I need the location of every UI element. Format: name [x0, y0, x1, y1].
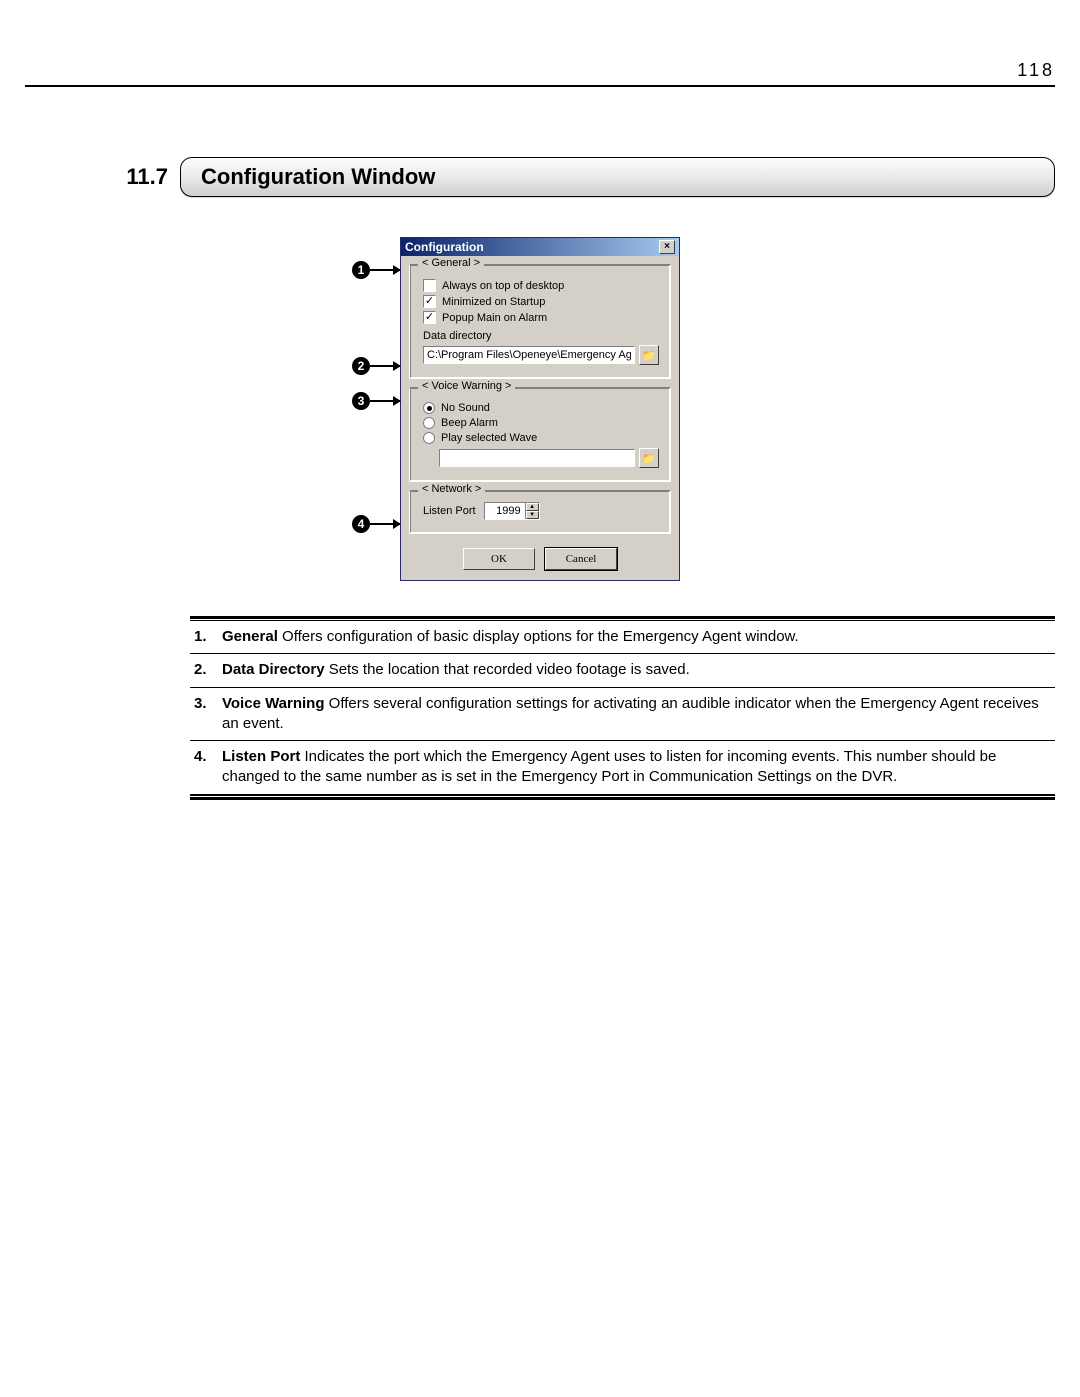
dialog-titlebar: Configuration × — [401, 238, 679, 256]
page-header: 118 — [25, 60, 1055, 87]
browse-button[interactable]: 📁 — [639, 345, 659, 365]
checkbox-icon[interactable]: ✓ — [423, 295, 436, 308]
section-title-pill: Configuration Window — [180, 157, 1055, 197]
desc-text: Offers configuration of basic display op… — [278, 628, 799, 645]
desc-text: Sets the location that recorded video fo… — [325, 661, 690, 678]
wave-path-input[interactable] — [439, 449, 635, 467]
listen-port-spinner[interactable]: ▲ ▼ — [484, 502, 540, 520]
callout-marker: 1 — [352, 261, 370, 279]
dialog-title: Configuration — [405, 240, 484, 254]
folder-icon: 📁 — [642, 452, 656, 465]
desc-number: 1. — [194, 627, 222, 647]
arrow-icon — [370, 365, 400, 367]
no-sound-row[interactable]: No Sound — [423, 402, 659, 414]
section-header: 11.7 Configuration Window — [25, 157, 1055, 197]
description-item: 3. Voice Warning Offers several configur… — [190, 688, 1055, 742]
spin-up-icon[interactable]: ▲ — [526, 503, 539, 511]
configuration-dialog: Configuration × < General > Always on to… — [400, 237, 680, 581]
callout-3: 3 — [352, 392, 400, 410]
radio-icon[interactable] — [423, 432, 435, 444]
arrow-icon — [370, 269, 400, 271]
voice-warning-group: < Voice Warning > No Sound Beep Alarm — [409, 387, 671, 482]
spin-down-icon[interactable]: ▼ — [526, 511, 539, 519]
callout-1: 1 — [352, 261, 400, 279]
callout-marker: 3 — [352, 392, 370, 410]
checkbox-icon[interactable]: ✓ — [423, 311, 436, 324]
description-item: 4. Listen Port Indicates the port which … — [190, 741, 1055, 795]
section-number: 11.7 — [100, 164, 180, 190]
general-legend: < General > — [418, 257, 484, 269]
network-group: < Network > Listen Port ▲ ▼ — [409, 490, 671, 534]
callout-marker: 4 — [352, 515, 370, 533]
listen-port-label: Listen Port — [423, 505, 476, 517]
desc-bold: Listen Port — [222, 748, 300, 765]
no-sound-label: No Sound — [441, 402, 490, 414]
callout-marker: 2 — [352, 357, 370, 375]
play-wave-label: Play selected Wave — [441, 432, 537, 444]
section-title: Configuration Window — [201, 164, 435, 190]
listen-port-input[interactable] — [485, 503, 525, 519]
callout-2: 2 — [352, 357, 400, 375]
dialog-buttons: OK Cancel — [401, 542, 679, 580]
description-list: 1. General Offers configuration of basic… — [190, 616, 1055, 800]
minimized-label: Minimized on Startup — [442, 296, 545, 308]
desc-bold: Data Directory — [222, 661, 325, 678]
data-directory-label: Data directory — [423, 330, 659, 342]
voice-legend: < Voice Warning > — [418, 380, 515, 392]
always-on-top-label: Always on top of desktop — [442, 280, 564, 292]
cancel-button[interactable]: Cancel — [545, 548, 617, 570]
close-icon[interactable]: × — [659, 240, 675, 254]
description-item: 1. General Offers configuration of basic… — [190, 621, 1055, 654]
folder-icon: 📁 — [642, 349, 656, 362]
desc-number: 3. — [194, 694, 222, 735]
minimized-row[interactable]: ✓ Minimized on Startup — [423, 295, 659, 308]
radio-icon[interactable] — [423, 402, 435, 414]
arrow-icon — [370, 400, 400, 402]
desc-number: 2. — [194, 660, 222, 680]
dialog-screenshot: 1 2 3 4 Configuration × — [400, 237, 680, 581]
desc-bold: Voice Warning — [222, 695, 325, 712]
network-legend: < Network > — [418, 483, 485, 495]
desc-text: Offers several configuration settings fo… — [222, 695, 1039, 732]
checkbox-icon[interactable] — [423, 279, 436, 292]
desc-bold: General — [222, 628, 278, 645]
popup-row[interactable]: ✓ Popup Main on Alarm — [423, 311, 659, 324]
beep-row[interactable]: Beep Alarm — [423, 417, 659, 429]
desc-text: Indicates the port which the Emergency A… — [222, 748, 996, 785]
browse-wave-button[interactable]: 📁 — [639, 448, 659, 468]
beep-label: Beep Alarm — [441, 417, 498, 429]
popup-label: Popup Main on Alarm — [442, 312, 547, 324]
general-group: < General > Always on top of desktop ✓ M… — [409, 264, 671, 379]
radio-icon[interactable] — [423, 417, 435, 429]
arrow-icon — [370, 523, 400, 525]
ok-button[interactable]: OK — [463, 548, 535, 570]
callout-4: 4 — [352, 515, 400, 533]
data-directory-input[interactable] — [423, 346, 635, 364]
description-item: 2. Data Directory Sets the location that… — [190, 654, 1055, 687]
page-number: 118 — [1017, 60, 1055, 80]
always-on-top-row[interactable]: Always on top of desktop — [423, 279, 659, 292]
desc-number: 4. — [194, 747, 222, 788]
play-wave-row[interactable]: Play selected Wave — [423, 432, 659, 444]
